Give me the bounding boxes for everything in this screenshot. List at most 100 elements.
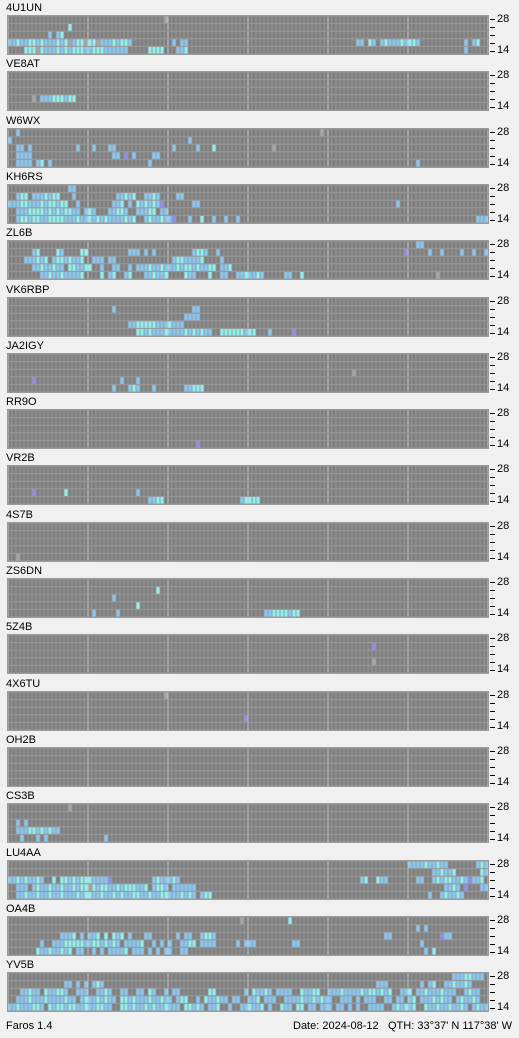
reception-cell: [56, 1003, 60, 1011]
reception-cell: [24, 39, 28, 46]
reception-cell: [112, 264, 116, 272]
reception-cell: [12, 200, 16, 208]
reception-cell: [48, 891, 52, 898]
band-axis: 28 14: [490, 295, 518, 337]
reception-cell: [140, 320, 144, 328]
reception-cell: [136, 328, 140, 335]
axis-tick: [490, 276, 495, 278]
reception-cell: [120, 377, 124, 384]
reception-cell: [156, 497, 160, 504]
reception-cell: [92, 39, 96, 46]
reception-cell: [36, 996, 40, 1003]
reception-cell: [60, 891, 64, 898]
reception-cell: [152, 215, 156, 223]
reception-cell: [392, 1003, 396, 1011]
reception-cell: [32, 264, 36, 272]
reception-cell: [420, 940, 424, 947]
reception-cell: [164, 215, 168, 223]
reception-cell: [44, 256, 48, 264]
reception-cell: [112, 996, 116, 1003]
reception-cell: [80, 891, 84, 898]
reception-cell: [76, 947, 80, 955]
axis-tick: [490, 919, 495, 921]
reception-cell: [96, 883, 100, 891]
beacon-panel: ZL6B 28 14: [0, 227, 519, 283]
reception-cell: [184, 313, 188, 320]
reception-cell: [76, 940, 80, 947]
reception-cell: [120, 215, 124, 223]
reception-cell: [48, 1003, 52, 1011]
reception-cell: [44, 39, 48, 46]
reception-cell: [68, 804, 72, 812]
reception-cell: [380, 1003, 384, 1011]
reception-cell: [208, 932, 212, 940]
reception-cell: [144, 883, 148, 891]
reception-cell: [16, 159, 20, 167]
reception-cell: [484, 868, 488, 876]
reception-cell: [120, 192, 124, 200]
reception-cell: [16, 553, 20, 561]
reception-cell: [184, 272, 188, 279]
reception-cell: [336, 988, 340, 996]
reception-cell: [64, 200, 68, 208]
reception-cell: [368, 988, 372, 996]
reception-cell: [20, 208, 24, 215]
reception-cell: [148, 200, 152, 208]
reception-cell: [80, 876, 84, 883]
reception-cell: [36, 947, 40, 955]
axis-tick: [490, 839, 495, 841]
reception-cell: [164, 947, 168, 955]
reception-cell: [212, 264, 216, 272]
beacon-callsign: YV5B: [6, 959, 35, 972]
reception-cell: [132, 940, 136, 947]
reception-cell: [148, 988, 152, 996]
reception-cell: [244, 940, 248, 947]
reception-cell: [476, 988, 480, 996]
reception-cell: [452, 973, 456, 981]
reception-cell: [144, 272, 148, 279]
reception-cell: [360, 876, 364, 883]
reception-cell: [36, 208, 40, 215]
axis-tick: [490, 525, 495, 527]
reception-cell: [464, 973, 468, 981]
reception-cell: [28, 891, 32, 898]
reception-cell: [72, 891, 76, 898]
reception-cell: [160, 200, 164, 208]
axis-tick: [490, 219, 495, 221]
reception-cell: [460, 1003, 464, 1011]
reception-cell: [120, 891, 124, 898]
reception-cell: [140, 883, 144, 891]
reception-cell: [188, 215, 192, 223]
reception-cell: [208, 996, 212, 1003]
axis-label-top: 28: [497, 744, 510, 757]
reception-cell: [64, 46, 68, 54]
band-axis: 28 14: [490, 914, 518, 956]
reception-cell: [208, 988, 212, 996]
reception-cell: [464, 883, 468, 891]
reception-cell: [356, 996, 360, 1003]
axis-tick: [490, 493, 495, 495]
reception-cell: [124, 883, 128, 891]
reception-cell: [272, 144, 276, 151]
reception-cell: [444, 883, 448, 891]
reception-cell: [208, 272, 212, 279]
reception-cell: [16, 208, 20, 215]
reception-cell: [44, 883, 48, 891]
reception-cell: [244, 714, 248, 722]
axis-tick: [490, 107, 495, 109]
reception-cell: [368, 39, 372, 46]
reception-cell: [16, 876, 20, 883]
reception-cell: [464, 39, 468, 46]
reception-cell: [212, 215, 216, 223]
reception-cell: [156, 200, 160, 208]
reception-cell: [252, 497, 256, 504]
reception-cell: [152, 192, 156, 200]
axis-tick: [490, 429, 495, 431]
reception-cell: [184, 891, 188, 898]
reception-cell: [52, 192, 56, 200]
beacon-panel: VR2B 28 14: [0, 452, 519, 508]
reception-cell: [92, 981, 96, 988]
reception-cell: [236, 996, 240, 1003]
band-time-grid: [7, 127, 489, 168]
reception-cell: [256, 497, 260, 504]
